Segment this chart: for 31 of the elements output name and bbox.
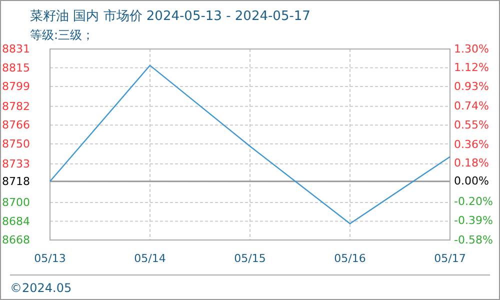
y2-tick-label: -0.39% bbox=[454, 214, 493, 228]
y-tick-label: 8750 bbox=[2, 137, 30, 150]
y-tick-label: 8684 bbox=[2, 214, 30, 228]
x-tick-label: 05/14 bbox=[134, 252, 166, 265]
chart-subtitle: 等级:三级； bbox=[30, 28, 94, 42]
y2-tick-label: 1.30% bbox=[454, 42, 489, 56]
y-tick-label: 8668 bbox=[2, 234, 30, 247]
y-tick-label: 8831 bbox=[2, 42, 30, 56]
y-tick-label: 8718 bbox=[2, 174, 30, 188]
y-tick-label: 8815 bbox=[2, 61, 30, 74]
y2-tick-label: 0.18% bbox=[454, 156, 489, 170]
y2-tick-label: 0.36% bbox=[454, 138, 489, 152]
y2-tick-label: 0.93% bbox=[454, 80, 489, 94]
y-tick-label: 8799 bbox=[2, 80, 30, 94]
y2-tick-label: 0.00% bbox=[454, 174, 489, 188]
x-tick-label: 05/13 bbox=[34, 252, 66, 265]
y-tick-label: 8733 bbox=[2, 157, 30, 170]
y-tick-label: 8766 bbox=[2, 118, 30, 132]
y2-tick-label: 1.12% bbox=[454, 60, 489, 74]
y-tick-label: 8782 bbox=[2, 100, 30, 113]
text: ©2024.05 bbox=[10, 281, 72, 295]
x-tick-label: 05/15 bbox=[234, 252, 266, 265]
y2-tick-label: 0.74% bbox=[454, 99, 489, 112]
y-tick-label: 8700 bbox=[2, 196, 30, 210]
line-series bbox=[49, 64, 451, 224]
chart-title: 菜籽油 国内 市场价 2024-05-13 - 2024-05-17 bbox=[30, 9, 310, 24]
x-tick-label: 05/17 bbox=[434, 252, 466, 265]
x-tick-label: 05/16 bbox=[334, 252, 366, 265]
y2-tick-label: -0.58% bbox=[454, 234, 493, 247]
y2-tick-label: -0.20% bbox=[454, 194, 493, 208]
y2-tick-label: 0.55% bbox=[454, 118, 489, 132]
